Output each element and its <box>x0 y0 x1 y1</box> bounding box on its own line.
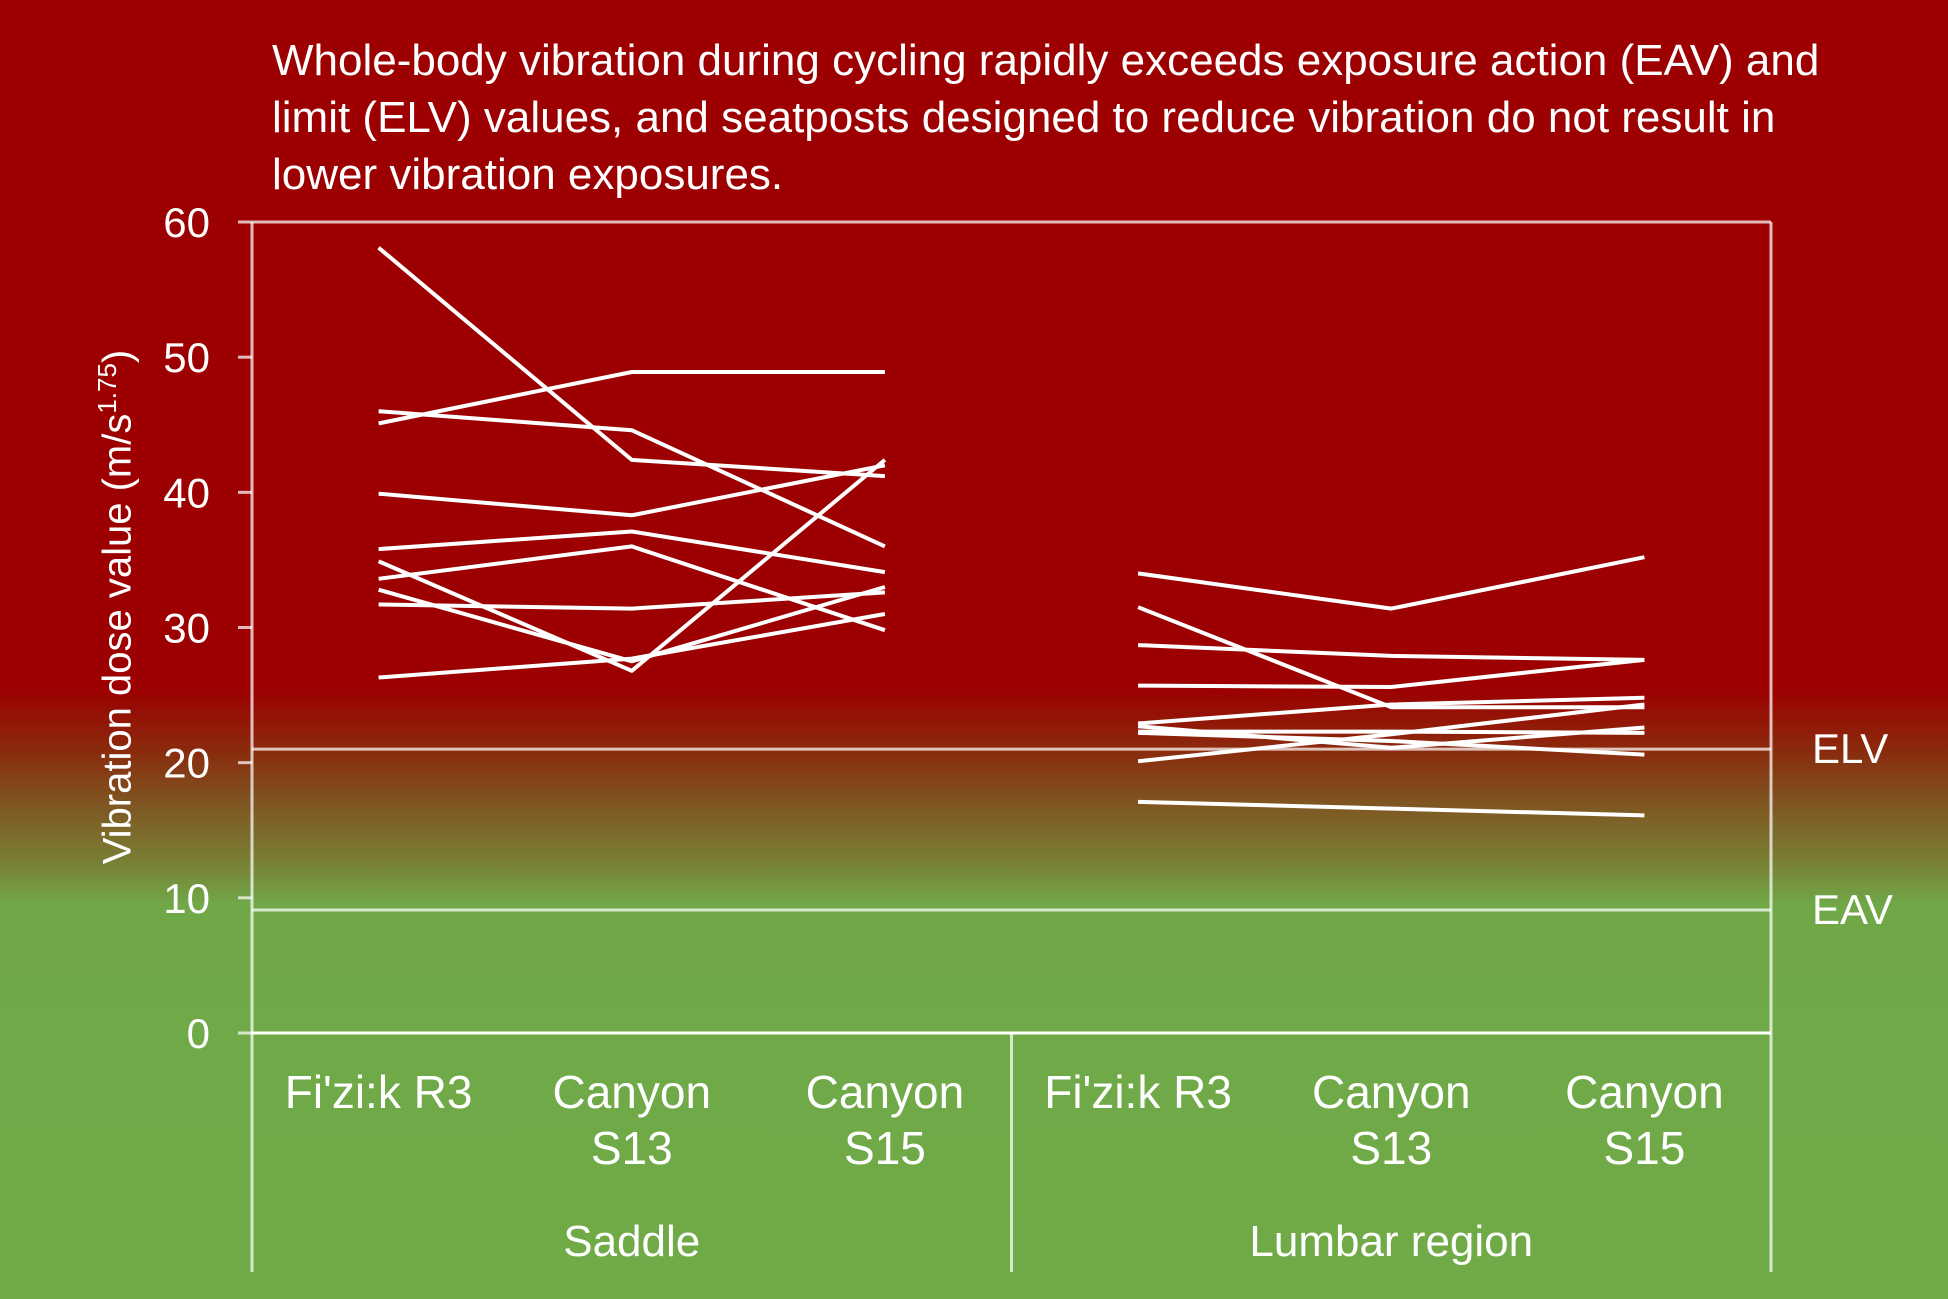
reference-lines: ELV EAV <box>252 725 1893 933</box>
series-line <box>377 246 886 479</box>
series-line <box>1138 729 1645 735</box>
group-label: Lumbar region <box>1249 1217 1533 1266</box>
chart-title: Whole-body vibration during cycling rapi… <box>272 36 1820 199</box>
x-axis: Fi'zi:k R3 Canyon S13 Canyon S15 Fi'zi:k R3 Ca… <box>285 1066 1724 1266</box>
series-line <box>378 590 886 611</box>
series-line <box>1138 657 1645 689</box>
x-tick-label: Fi'zi:k R3 <box>285 1066 473 1118</box>
series-line <box>1137 555 1645 611</box>
series-line <box>377 458 887 673</box>
chart-frame <box>250 220 1773 1272</box>
x-tick-label: Canyon S13 <box>552 1066 711 1174</box>
series-line <box>1137 605 1645 710</box>
series-line <box>378 529 886 575</box>
y-tick-label: 50 <box>163 334 210 381</box>
series-line <box>1138 799 1645 818</box>
series-line <box>378 463 886 518</box>
series-line <box>1137 702 1645 764</box>
y-tick-label: 60 <box>163 199 210 246</box>
series-lines <box>377 246 1645 818</box>
y-tick-label: 20 <box>163 740 210 787</box>
group-label: Saddle <box>563 1217 700 1266</box>
series-line <box>1137 695 1645 726</box>
x-tick-label: Canyon S15 <box>806 1066 965 1174</box>
series-line <box>1138 730 1645 757</box>
y-tick-label: 30 <box>163 605 210 652</box>
y-tick-label: 0 <box>187 1010 210 1057</box>
series-line <box>378 370 885 426</box>
series-line <box>378 612 886 680</box>
x-tick-label: Canyon S15 <box>1565 1066 1724 1174</box>
series-line <box>378 544 886 633</box>
series-line <box>378 409 886 549</box>
reference-label-elv: ELV <box>1812 725 1888 772</box>
y-axis: 0 10 20 30 40 50 60 <box>163 199 252 1057</box>
reference-label-eav: EAV <box>1812 886 1893 933</box>
x-tick-label: Canyon S13 <box>1312 1066 1471 1174</box>
series-line <box>378 585 886 664</box>
x-tick-label: Fi'zi:k R3 <box>1044 1066 1232 1118</box>
y-tick-label: 40 <box>163 469 210 516</box>
series-line <box>1138 643 1645 662</box>
y-tick-label: 10 <box>163 875 210 922</box>
